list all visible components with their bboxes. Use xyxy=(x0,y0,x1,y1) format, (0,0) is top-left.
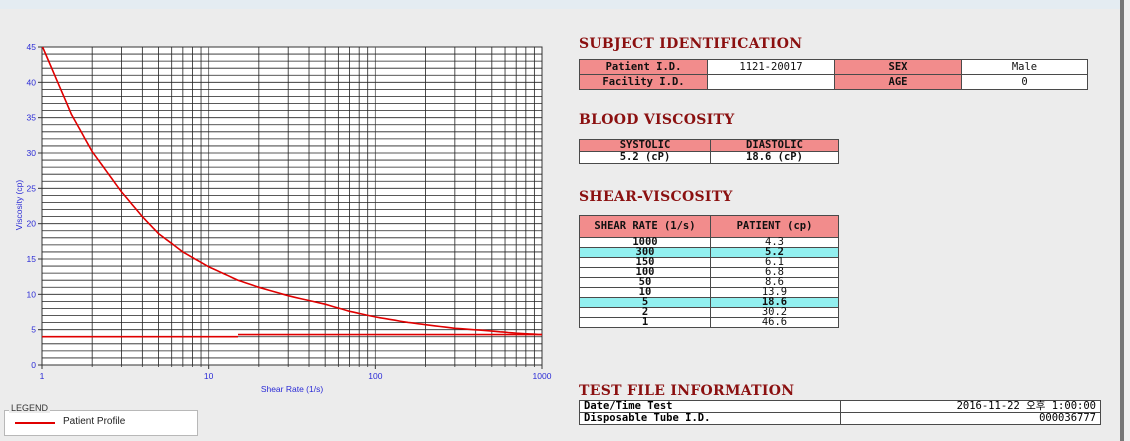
testfile-title: TEST FILE INFORMATION xyxy=(579,383,795,399)
chart-grid xyxy=(41,46,543,366)
facility-value xyxy=(707,74,835,90)
y-tick-label: 15 xyxy=(27,254,37,264)
shear-row: 2 30.2 xyxy=(579,307,839,318)
patient-value-cell: 46.6 xyxy=(710,317,839,328)
y-tick-label: 10 xyxy=(27,289,37,299)
patient-header: PATIENT (cp) xyxy=(710,215,839,238)
y-tick-label: 25 xyxy=(27,183,37,193)
facility-label: Facility I.D. xyxy=(579,74,708,90)
shear-table: SHEAR RATE (1/s) PATIENT (cp) 1000 4.3 300… xyxy=(579,215,839,328)
y-tick-label: 45 xyxy=(27,42,37,52)
y-tick-label: 40 xyxy=(27,77,37,87)
y-tick-label: 30 xyxy=(27,148,37,158)
x-axis-label: Shear Rate (1/s) xyxy=(261,384,324,394)
subject-row-2: Facility I.D. AGE 0 xyxy=(579,74,1088,90)
sex-label: SEX xyxy=(834,59,962,75)
tube-value: 000036777 xyxy=(840,412,1101,425)
shear-rate-cell: 1 xyxy=(579,317,711,328)
y-tick-label: 20 xyxy=(27,219,37,229)
x-tick-label: 10 xyxy=(204,371,214,381)
y-tick-label: 0 xyxy=(31,360,36,370)
patient-id-label: Patient I.D. xyxy=(579,59,708,75)
legend-swatch xyxy=(15,422,55,424)
legend: LEGEND Patient Profile xyxy=(4,403,198,436)
x-tick-label: 100 xyxy=(368,371,382,381)
y-tick-label: 35 xyxy=(27,113,37,123)
chart-axes: 0 5 10 15 20 25 30 35 40 45 1 10 100 1000 xyxy=(27,42,552,381)
chart-series xyxy=(42,47,542,338)
viscosity-chart: 0 5 10 15 20 25 30 35 40 45 1 10 100 1000 Shear Rate … xyxy=(14,42,552,394)
sex-value: Male xyxy=(961,59,1088,75)
age-label: AGE xyxy=(834,74,962,90)
series-patient-profile xyxy=(42,47,542,336)
diastolic-label: DIASTOLIC xyxy=(710,139,839,152)
shear-row: 10 13.9 xyxy=(579,287,839,298)
blood-title: BLOOD VISCOSITY xyxy=(579,112,735,128)
shear-rate-header: SHEAR RATE (1/s) xyxy=(579,215,711,238)
tube-label: Disposable Tube I.D. xyxy=(579,412,841,425)
x-tick-label: 1000 xyxy=(533,371,552,381)
systolic-value: 5.2 (cP) xyxy=(579,151,711,164)
testfile-table: Date/Time Test 2016-11-22 오후 1:00:00 Dis… xyxy=(579,400,1101,425)
shear-row: 100 6.8 xyxy=(579,267,839,278)
y-axis-label: Viscosity (cp) xyxy=(14,180,24,231)
shear-row: 150 6.1 xyxy=(579,257,839,268)
plot-area xyxy=(41,46,543,366)
datetime-value: 2016-11-22 오후 1:00:00 xyxy=(840,400,1101,413)
age-value: 0 xyxy=(961,74,1088,90)
subject-table: Patient I.D. 1121-20017 SEX Male Facilit… xyxy=(579,59,1088,90)
right-border xyxy=(1120,0,1124,441)
systolic-label: SYSTOLIC xyxy=(579,139,711,152)
right-scroll-area[interactable] xyxy=(1124,0,1130,441)
shear-row: 1 46.6 xyxy=(579,317,839,328)
legend-label: Patient Profile xyxy=(63,416,126,427)
shear-row: 50 8.6 xyxy=(579,277,839,288)
blood-table: SYSTOLIC DIASTOLIC 5.2 (cP) 18.6 (cP) xyxy=(579,139,839,164)
shear-title: SHEAR-VISCOSITY xyxy=(579,189,733,205)
patient-id-value: 1121-20017 xyxy=(707,59,835,75)
legend-title: LEGEND xyxy=(9,403,51,413)
shear-row: 1000 4.3 xyxy=(579,237,839,248)
subject-row-1: Patient I.D. 1121-20017 SEX Male xyxy=(579,59,1088,75)
top-bar xyxy=(0,0,1120,9)
y-tick-label: 5 xyxy=(31,325,36,335)
datetime-label: Date/Time Test xyxy=(579,400,841,413)
x-tick-label: 1 xyxy=(40,371,45,381)
shear-row: 5 18.6 xyxy=(579,297,839,308)
diastolic-value: 18.6 (cP) xyxy=(710,151,839,164)
shear-row: 300 5.2 xyxy=(579,247,839,258)
subject-title: SUBJECT IDENTIFICATION xyxy=(579,36,803,52)
